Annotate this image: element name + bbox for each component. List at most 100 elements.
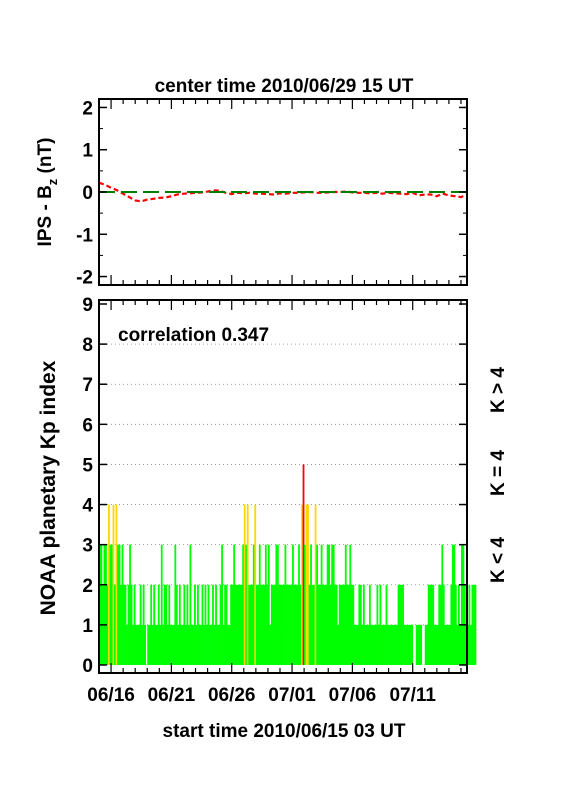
- kp-bar: [201, 584, 204, 665]
- kp-bar: [114, 584, 116, 665]
- kp-bar: [194, 584, 196, 665]
- kp-bar: [209, 624, 211, 665]
- x-tick-label: 06/21: [148, 685, 196, 706]
- kp-bar: [237, 584, 240, 665]
- top-y-axis-label-subscript: z: [45, 178, 60, 185]
- kp-bar: [365, 624, 368, 665]
- top-series-line-0: [98, 181, 468, 203]
- bottom-y-tick-label: 1: [82, 616, 93, 637]
- kp-bar: [432, 584, 435, 665]
- kp-bar: [266, 584, 269, 665]
- kp-bar: [228, 624, 231, 665]
- kp-bar: [328, 544, 331, 665]
- kp-bar: [255, 584, 258, 665]
- kp-bar: [177, 624, 180, 665]
- kp-bar: [349, 544, 352, 665]
- kp-bar: [218, 624, 220, 665]
- kp-bar: [340, 584, 343, 665]
- kp-bar: [227, 624, 230, 665]
- x-tick-label: 07/11: [389, 685, 436, 706]
- kp-grid: [99, 343, 467, 626]
- kp-bar: [261, 584, 264, 665]
- kp-bar: [290, 584, 293, 665]
- kp-bar: [204, 584, 207, 665]
- kp-bar: [103, 544, 106, 665]
- kp-legend: K > 4 K = 4 K < 4: [488, 367, 509, 583]
- kp-bar: [442, 584, 445, 665]
- kp-bar: [347, 584, 350, 665]
- kp-bar: [195, 624, 198, 665]
- kp-bar: [192, 624, 195, 665]
- kp-bar: [462, 544, 465, 665]
- kp-bar: [361, 624, 364, 665]
- kp-bar: [231, 584, 234, 665]
- kp-bar: [105, 544, 107, 665]
- kp-bar: [287, 584, 290, 665]
- kp-bar: [352, 584, 355, 665]
- kp-bar: [248, 584, 251, 665]
- kp-bars: [99, 464, 477, 665]
- kp-bar: [405, 624, 407, 665]
- kp-bar: [236, 584, 239, 665]
- kp-bar: [264, 544, 267, 665]
- kp-bar: [233, 544, 236, 665]
- kp-bar: [396, 624, 398, 665]
- kp-bar: [415, 624, 418, 665]
- kp-bar: [249, 584, 252, 665]
- bottom-y-ticks: 0 1 2 3 4 5 6 7 8 9: [82, 295, 467, 677]
- kp-bar: [382, 624, 385, 665]
- kp-bar: [393, 624, 395, 665]
- kp-bar: [459, 624, 462, 665]
- kp-bar: [124, 584, 127, 665]
- kp-bar: [308, 584, 311, 665]
- kp-bar: [180, 624, 183, 665]
- kp-bar: [224, 584, 226, 665]
- kp-bar: [355, 624, 358, 665]
- bottom-y-tick-label: 8: [82, 335, 93, 356]
- kp-bar: [168, 584, 171, 665]
- bottom-x-ticks: 06/16 06/21 06/26 07/01 07/06 07/11: [87, 300, 462, 706]
- kp-bar: [319, 584, 322, 665]
- kp-bar: [275, 544, 278, 665]
- kp-bar: [471, 584, 474, 665]
- kp-bar: [337, 624, 340, 665]
- kp-bar: [373, 624, 376, 665]
- kp-bar: [310, 544, 312, 665]
- kp-bar: [186, 584, 189, 665]
- kp-bar: [409, 624, 412, 665]
- bottom-y-tick-label: 3: [82, 536, 93, 557]
- kp-bar: [439, 584, 442, 665]
- kp-bar: [299, 584, 302, 665]
- kp-bar: [141, 624, 144, 665]
- kp-bar: [157, 584, 160, 665]
- kp-bar: [418, 624, 421, 665]
- kp-bar: [160, 544, 163, 665]
- x-tick-label: 06/16: [87, 685, 135, 706]
- kp-bar: [153, 584, 156, 665]
- kp-bar: [335, 584, 338, 665]
- kp-bar: [331, 544, 334, 665]
- kp-bar: [362, 584, 365, 665]
- kp-bar: [334, 584, 337, 665]
- kp-bar: [338, 584, 341, 665]
- kp-bar: [166, 624, 169, 665]
- kp-bar: [408, 624, 410, 665]
- kp-bar: [368, 584, 371, 665]
- top-y-axis-label: IPS - Bz (nT): [35, 138, 60, 247]
- kp-bar: [325, 584, 328, 665]
- kp-bar: [317, 584, 320, 665]
- kp-bar: [391, 624, 394, 665]
- top-x-ticks: [98, 99, 462, 285]
- kp-bar: [281, 584, 284, 665]
- kp-bar: [242, 544, 245, 665]
- kp-bar: [260, 584, 263, 665]
- bottom-y-tick-label: 5: [82, 455, 93, 476]
- kp-bar: [106, 584, 109, 665]
- legend-k-gt-4: K > 4: [488, 367, 509, 413]
- kp-bar: [191, 624, 193, 665]
- kp-bar: [240, 584, 243, 665]
- kp-bar: [358, 584, 361, 665]
- kp-bar: [387, 624, 389, 665]
- kp-bar: [420, 624, 423, 665]
